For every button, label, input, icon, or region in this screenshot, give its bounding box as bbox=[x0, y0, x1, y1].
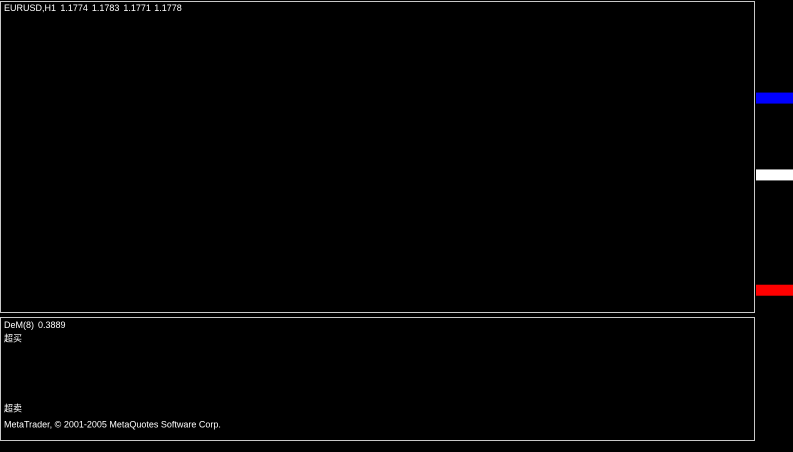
indicator-last-value: 0.3889 bbox=[38, 320, 66, 330]
oversold-label: 超卖 bbox=[4, 402, 22, 413]
last-low: 1.1771 bbox=[123, 3, 151, 13]
last-high: 1.1783 bbox=[92, 3, 120, 13]
last-close: 1.1778 bbox=[154, 3, 182, 13]
indicator-panel-frame bbox=[0, 317, 755, 441]
indicator-header: DeM(8) 0.3889 bbox=[4, 320, 66, 330]
text-layer bbox=[756, 92, 793, 296]
current-price-box bbox=[756, 169, 793, 181]
indicator-name: DeM(8) bbox=[4, 320, 34, 330]
symbol: EURUSD,H1 bbox=[4, 3, 56, 13]
price-panel-frame bbox=[0, 1, 755, 313]
overbought-label: 超买 bbox=[4, 332, 22, 343]
chart-header: EURUSD,H1 1.1774 1.1783 1.1771 1.1778 bbox=[4, 3, 182, 13]
price-box bbox=[756, 92, 793, 104]
last-open: 1.1774 bbox=[60, 3, 88, 13]
price-box bbox=[756, 284, 793, 296]
copyright: MetaTrader, © 2001-2005 MetaQuotes Softw… bbox=[4, 419, 221, 429]
